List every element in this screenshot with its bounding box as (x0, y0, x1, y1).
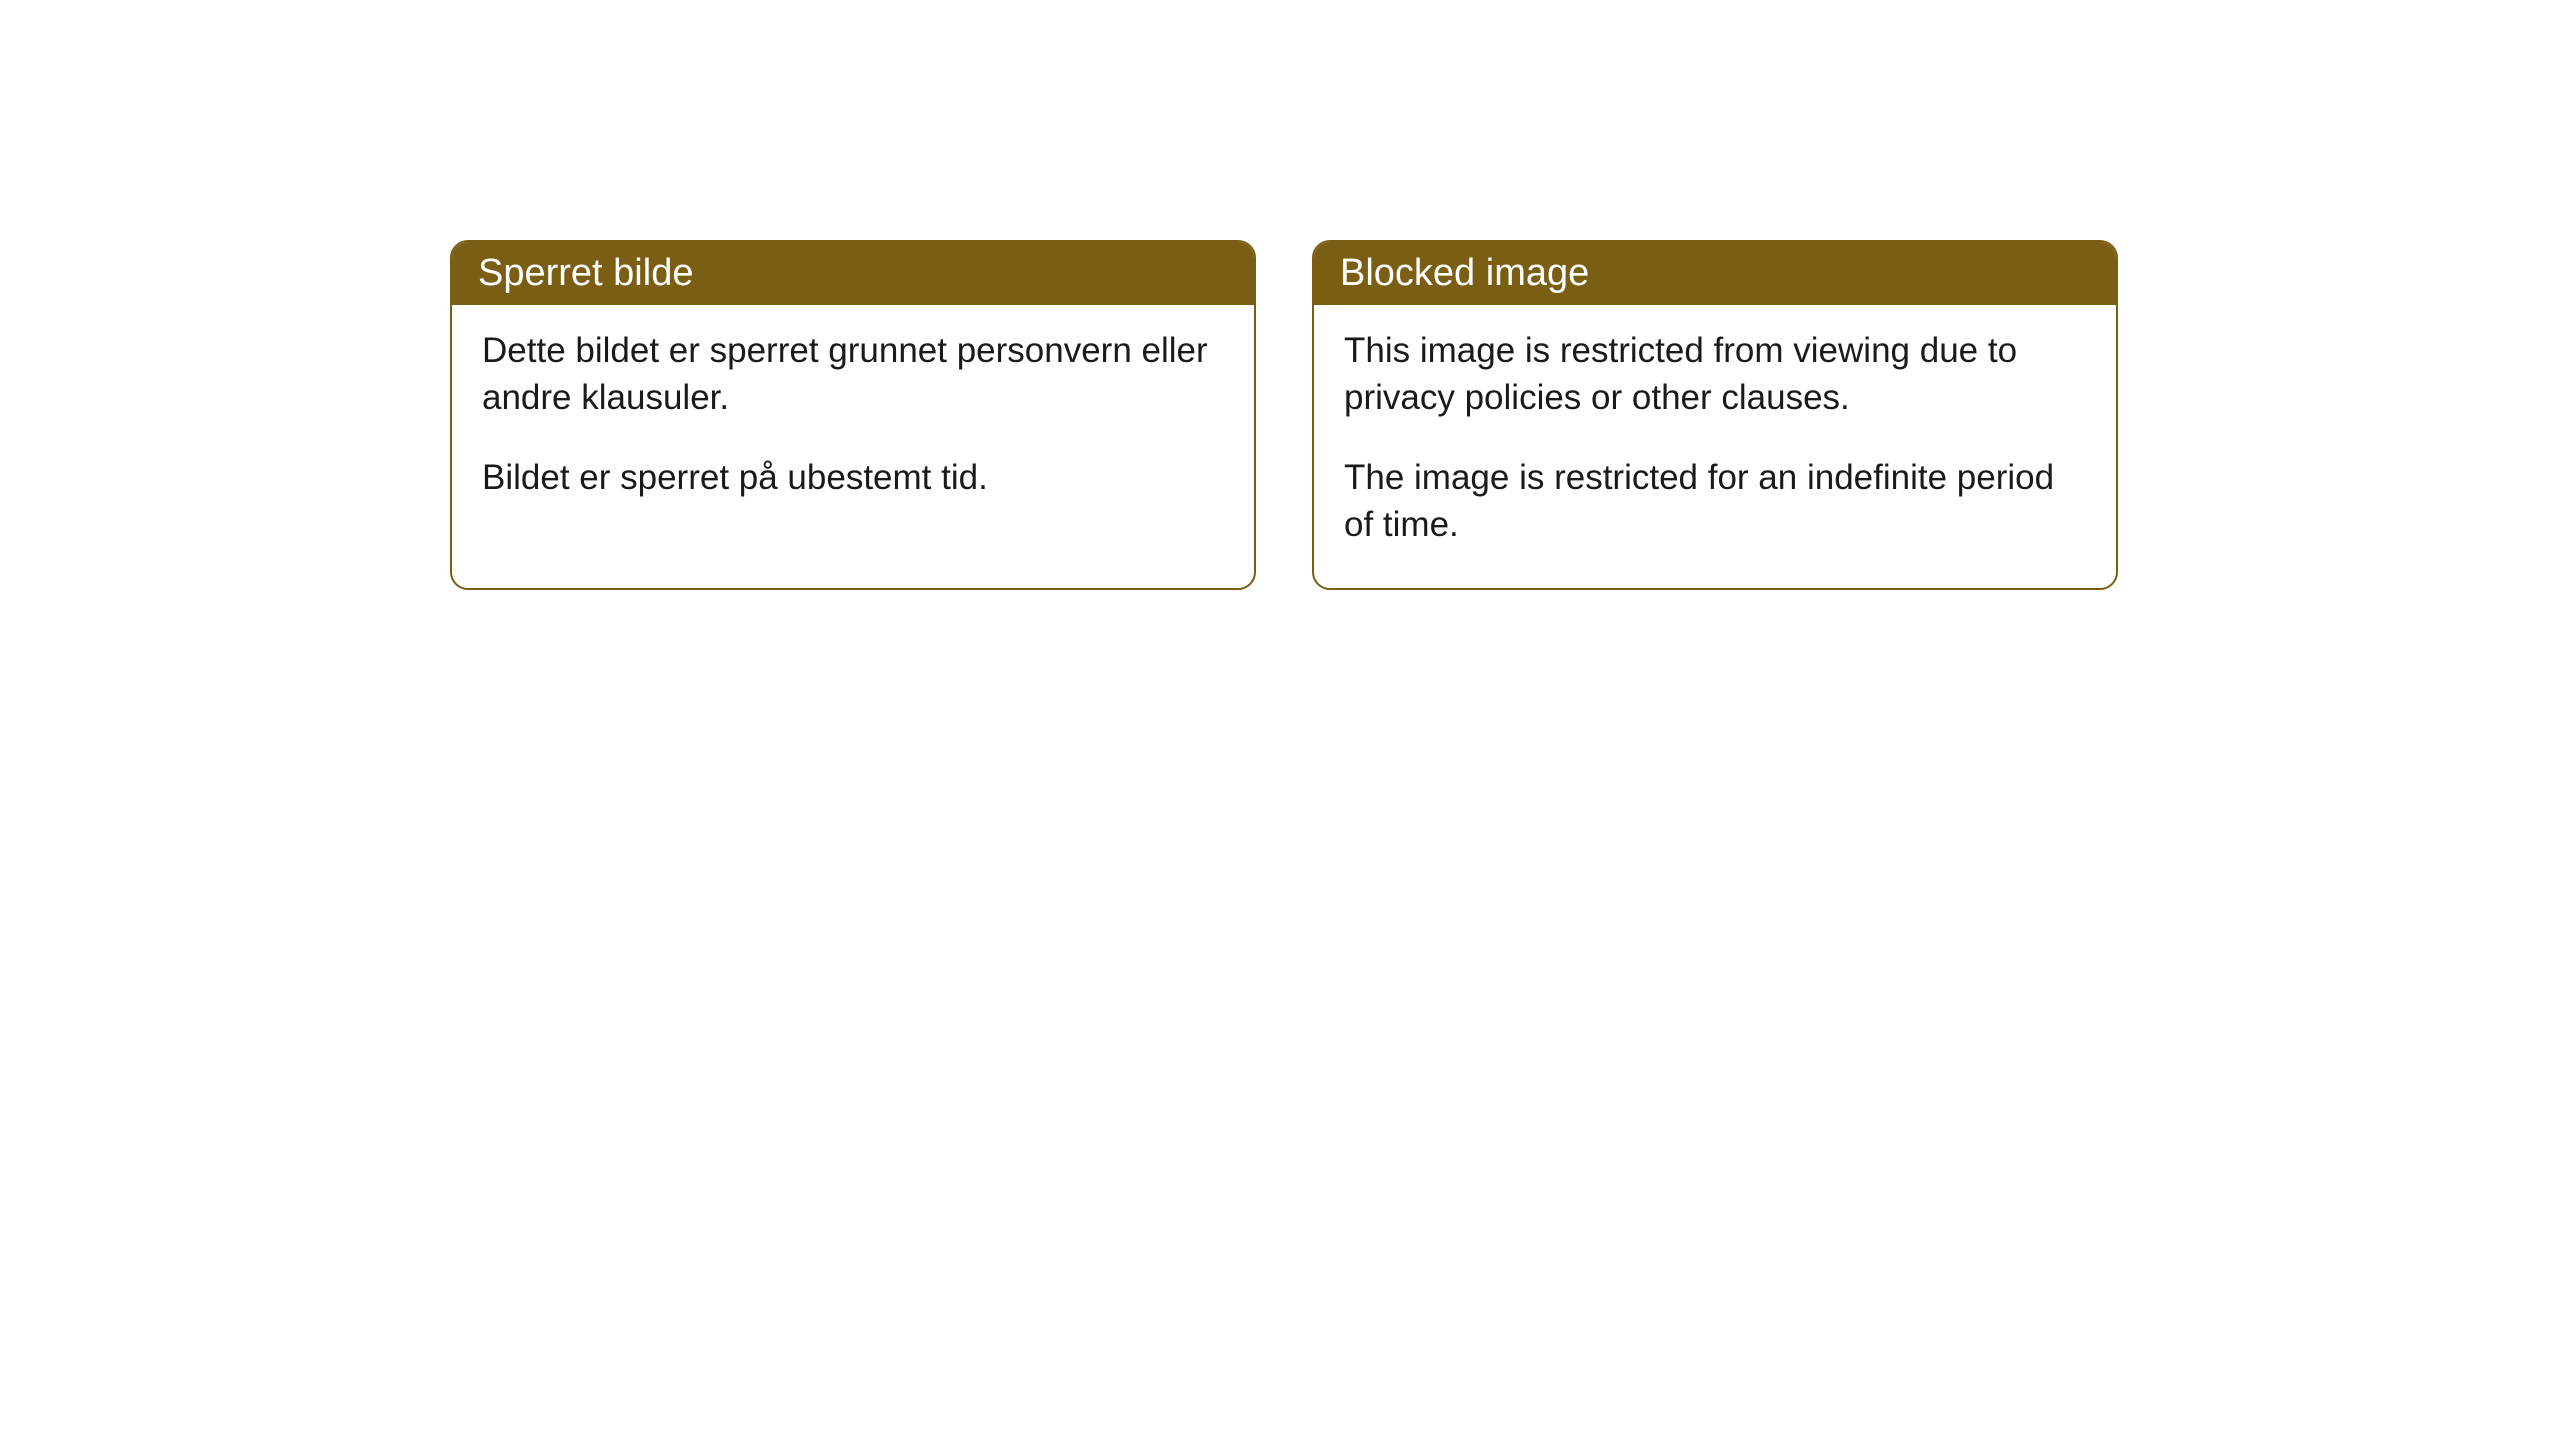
blocked-image-card-norwegian: Sperret bilde Dette bildet er sperret gr… (450, 240, 1256, 590)
card-paragraph: The image is restricted for an indefinit… (1344, 454, 2086, 549)
blocked-image-card-english: Blocked image This image is restricted f… (1312, 240, 2118, 590)
cards-container: Sperret bilde Dette bildet er sperret gr… (0, 0, 2560, 590)
card-paragraph: This image is restricted from viewing du… (1344, 327, 2086, 422)
card-body: This image is restricted from viewing du… (1314, 305, 2116, 588)
card-body: Dette bildet er sperret grunnet personve… (452, 305, 1254, 541)
card-header: Sperret bilde (452, 242, 1254, 305)
card-paragraph: Bildet er sperret på ubestemt tid. (482, 454, 1224, 501)
card-paragraph: Dette bildet er sperret grunnet personve… (482, 327, 1224, 422)
card-header: Blocked image (1314, 242, 2116, 305)
card-title: Blocked image (1340, 252, 1589, 294)
card-title: Sperret bilde (478, 252, 693, 294)
